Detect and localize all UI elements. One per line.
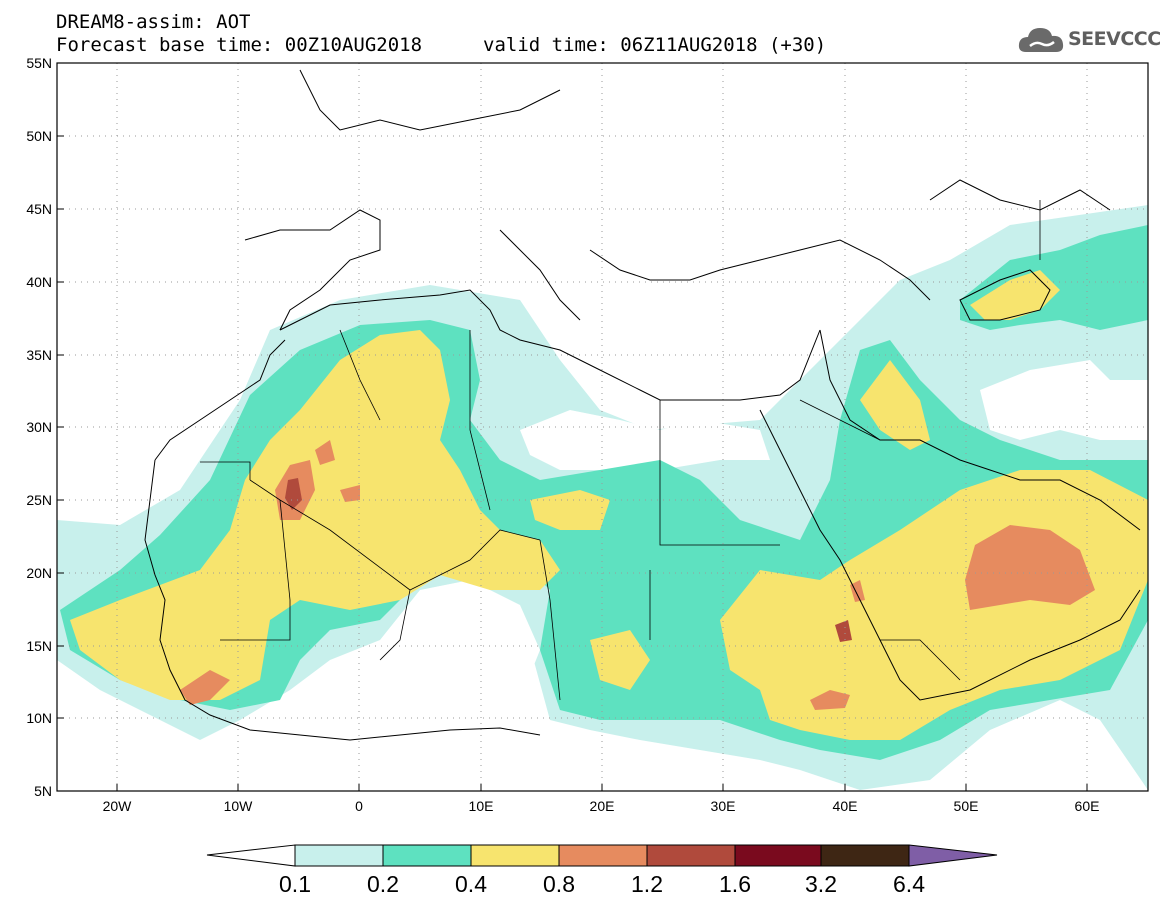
lon-label: 60E: [1075, 798, 1100, 814]
lat-label: 35N: [26, 347, 52, 363]
colorbar-label: 0.8: [543, 871, 575, 897]
lon-label: 10W: [224, 798, 254, 814]
lat-label: 10N: [26, 710, 52, 726]
logo-text: SEEVCCC: [1068, 28, 1161, 50]
forecast-base-time: Forecast base time: 00Z10AUG2018: [56, 34, 423, 56]
lat-label: 40N: [26, 274, 52, 290]
lat-label: 20N: [26, 565, 52, 581]
longitude-labels: 20W 10W 0 10E 20E 30E 40E 50E 60E: [103, 798, 1100, 814]
colorbar-label: 1.6: [719, 871, 751, 897]
colorbar-label: 1.2: [631, 871, 663, 897]
colorbar-over-triangle: [908, 844, 998, 867]
colorbar-bin: [820, 844, 910, 867]
colorbar-under-triangle: [206, 844, 296, 867]
cloud-logo-icon: [1018, 28, 1064, 52]
aot-contour-0.8: [180, 440, 1095, 710]
colorbar-bin: [382, 844, 472, 867]
colorbar: [206, 844, 998, 867]
lon-label: 20E: [590, 798, 615, 814]
colorbar-label: 3.2: [805, 871, 837, 897]
colorbar-bin: [470, 844, 560, 867]
seevccc-logo: SEEVCCC: [1018, 22, 1161, 56]
lat-label: 15N: [26, 638, 52, 654]
lat-label: 55N: [26, 55, 52, 71]
lat-label: 5N: [34, 783, 52, 799]
lat-label: 30N: [26, 419, 52, 435]
lon-label: 50E: [954, 798, 979, 814]
lon-label: 20W: [103, 798, 133, 814]
lat-label: 25N: [26, 492, 52, 508]
aot-contour-1.2: [285, 478, 852, 642]
colorbar-bin: [294, 844, 384, 867]
axis-ticks: [57, 135, 1088, 791]
coastlines: [144, 69, 1141, 741]
country-borders: [200, 200, 1041, 701]
colorbar-label: 0.2: [367, 871, 399, 897]
colorbar-label: 6.4: [893, 871, 925, 897]
colorbar-bin: [558, 844, 648, 867]
lat-label: 45N: [26, 201, 52, 217]
lon-label: 30E: [711, 798, 736, 814]
valid-time: valid time: 06Z11AUG2018 (+30): [483, 34, 827, 56]
lon-label: 40E: [833, 798, 858, 814]
lon-label: 10E: [469, 798, 494, 814]
colorbar-bin: [646, 844, 736, 867]
lat-label: 50N: [26, 128, 52, 144]
colorbar-label: 0.1: [279, 871, 311, 897]
graticule: [57, 63, 1148, 791]
colorbar-label: 0.4: [455, 871, 487, 897]
lon-label: 0: [355, 798, 363, 814]
product-title: DREAM8-assim: AOT: [56, 11, 251, 33]
latitude-labels: 55N 50N 45N 40N 35N 30N 25N 20N 15N 10N …: [26, 55, 52, 799]
colorbar-bin: [734, 844, 822, 867]
